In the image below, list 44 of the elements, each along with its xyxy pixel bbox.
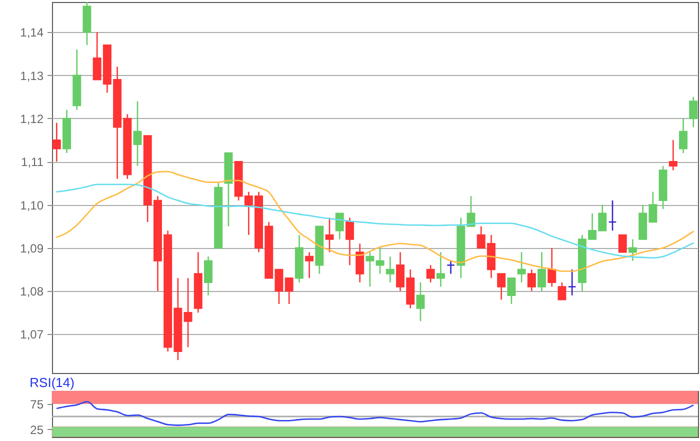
candlestick bbox=[305, 252, 314, 279]
candlestick bbox=[568, 268, 576, 296]
y-tick-label: 1,08 bbox=[20, 284, 44, 299]
candlestick bbox=[618, 234, 627, 253]
candlestick bbox=[538, 252, 546, 292]
candlestick bbox=[284, 277, 294, 305]
y-tick-label: 75 bbox=[30, 397, 44, 412]
candlestick bbox=[689, 96, 698, 128]
candlestick bbox=[274, 268, 284, 305]
candlestick bbox=[446, 260, 456, 274]
candlestick bbox=[416, 282, 425, 322]
candlestick bbox=[628, 238, 637, 262]
candlestick bbox=[527, 268, 536, 292]
candlestick bbox=[366, 252, 374, 288]
y-tick-label: 1,12 bbox=[20, 112, 44, 126]
y-tick-label: 1,10 bbox=[20, 198, 44, 212]
line-series bbox=[56, 401, 694, 426]
candlestick bbox=[497, 273, 506, 300]
chart-title: RSI(14) bbox=[30, 374, 74, 390]
y-tick-label: 1,14 bbox=[20, 26, 44, 40]
candlestick bbox=[335, 212, 344, 240]
y-tick-label: 1,11 bbox=[21, 155, 44, 170]
candlestick bbox=[608, 200, 617, 232]
candlestick bbox=[679, 118, 688, 154]
line-series bbox=[56, 184, 694, 259]
candlestick bbox=[507, 277, 516, 305]
y-tick-label: 1,13 bbox=[20, 68, 44, 83]
candlestick bbox=[345, 217, 354, 266]
y-tick-label: 1,09 bbox=[20, 241, 44, 256]
candlestick bbox=[356, 242, 364, 284]
candlestick bbox=[376, 247, 384, 274]
candlestick bbox=[386, 256, 394, 284]
candlestick bbox=[548, 247, 556, 288]
candlestick bbox=[184, 277, 192, 348]
candlestick bbox=[517, 252, 526, 284]
y-tick-label: 1,07 bbox=[20, 328, 44, 342]
candlestick bbox=[668, 139, 678, 171]
candlestick bbox=[204, 256, 212, 296]
candlestick bbox=[325, 217, 334, 253]
candlestick bbox=[133, 100, 142, 167]
candlestick bbox=[436, 252, 445, 288]
candlestick bbox=[558, 282, 566, 300]
candlestick bbox=[426, 264, 435, 284]
y-tick-label: 25 bbox=[30, 422, 44, 437]
